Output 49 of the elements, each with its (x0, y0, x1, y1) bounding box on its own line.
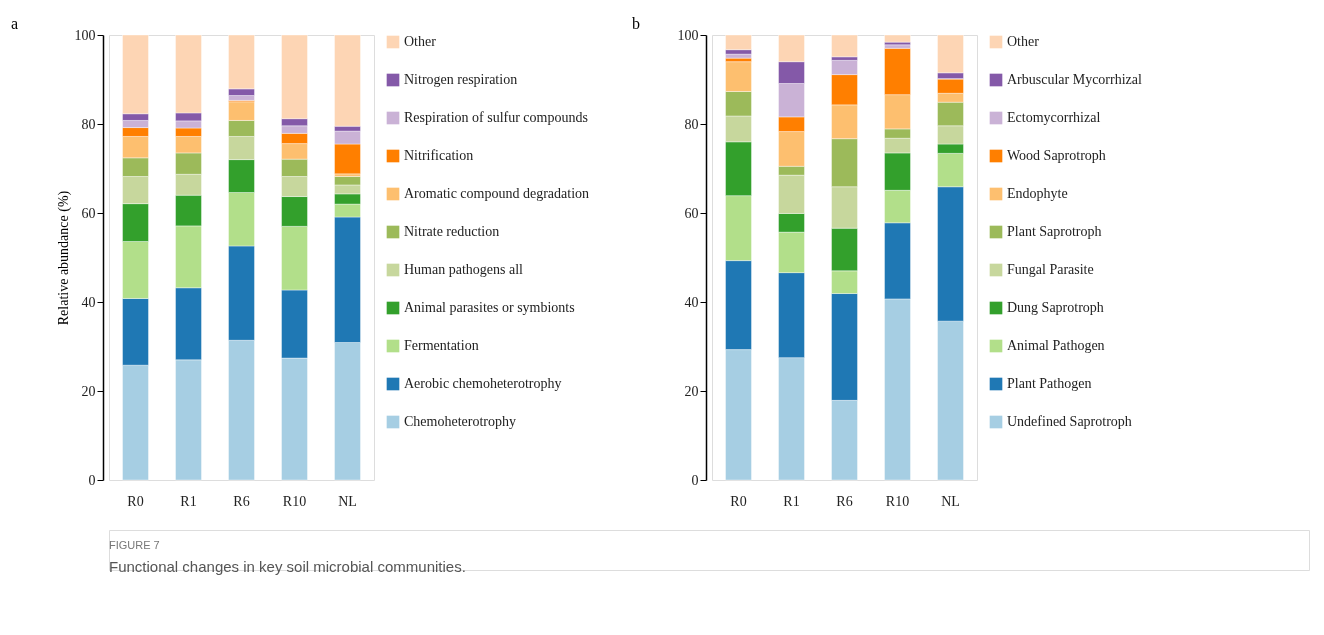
chart-title: b (632, 15, 640, 32)
legend-label: Undefined Saprotroph (1007, 414, 1132, 429)
y-axis-title: Relative abundance (%) (55, 190, 72, 326)
x-tick-label: NL (941, 493, 960, 509)
x-tick-label: R0 (127, 493, 144, 509)
legend-label: Arbuscular Mycorrhizal (1007, 72, 1142, 87)
x-tick-label: R0 (730, 493, 747, 509)
y-tick-label: 0 (88, 472, 96, 488)
legend-label: Aromatic compound degradation (404, 186, 590, 201)
x-tick-label: R10 (282, 493, 307, 509)
y-tick-label: 100 (677, 27, 699, 43)
y-tick-label: 80 (684, 116, 699, 132)
legend-label: Dung Saprotroph (1007, 300, 1104, 315)
legend-label: Aerobic chemoheterotrophy (404, 376, 562, 391)
caption: FIGURE 7 (109, 539, 160, 551)
y-tick-label: 40 (81, 294, 96, 310)
x-tick-label: R6 (233, 493, 250, 509)
legend-label: Animal parasites or symbionts (404, 300, 575, 315)
legend-label: Plant Pathogen (1007, 376, 1092, 391)
legend-label: Nitrogen respiration (404, 72, 518, 87)
y-tick-label: 40 (684, 294, 699, 310)
legend-label: Other (404, 34, 437, 49)
legend-label: Endophyte (1007, 186, 1068, 201)
y-tick-label: 20 (81, 383, 96, 399)
legend-label: Chemoheterotrophy (404, 414, 516, 429)
legend-label: Plant Saprotroph (1007, 224, 1102, 239)
x-tick-label: R6 (836, 493, 853, 509)
text: Functional changes in key soil microbial communities. (109, 558, 466, 575)
legend-label: Human pathogens all (404, 262, 524, 277)
x-tick-label: R1 (180, 493, 197, 509)
x-tick-label: R10 (885, 493, 910, 509)
y-tick-label: 80 (81, 116, 96, 132)
y-tick-label: 60 (684, 205, 699, 221)
x-tick-label: R1 (783, 493, 800, 509)
legend-label: Nitrate reduction (404, 224, 500, 239)
y-tick-label: 0 (691, 472, 699, 488)
legend-label: Fungal Parasite (1007, 262, 1094, 277)
legend-label: Respiration of sulfur compounds (404, 110, 588, 125)
legend-label: Ectomycorrhizal (1007, 110, 1101, 125)
legend-label: Fermentation (404, 338, 479, 353)
legend-label: Wood Saprotroph (1007, 148, 1106, 163)
legend-label: Other (1007, 34, 1040, 49)
x-tick-label: NL (338, 493, 357, 509)
y-tick-label: 100 (74, 27, 96, 43)
legend-label: Nitrification (404, 148, 474, 163)
legend-label: Animal Pathogen (1007, 338, 1105, 353)
chart-title: a (11, 15, 19, 32)
y-tick-label: 60 (81, 205, 96, 221)
y-tick-label: 20 (684, 383, 699, 399)
